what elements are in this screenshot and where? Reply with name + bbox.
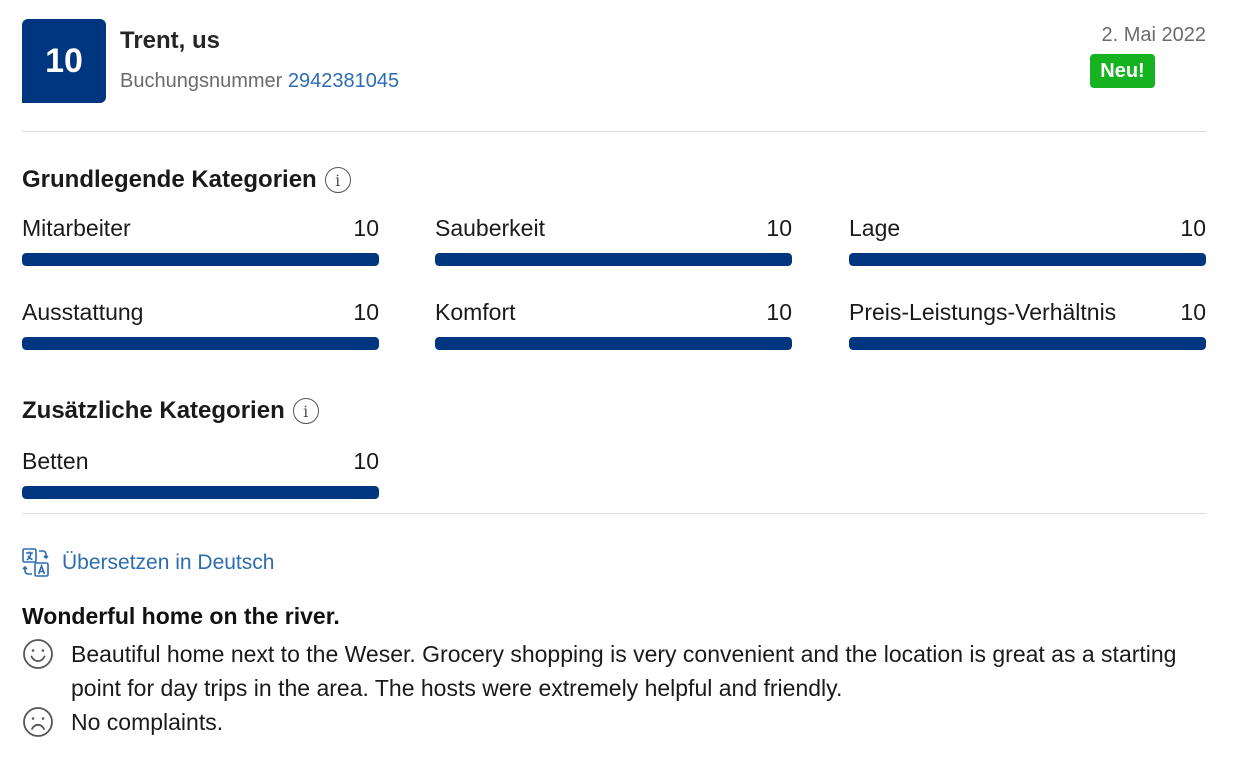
negative-text: No complaints. bbox=[71, 709, 224, 735]
category-sauberkeit: Sauberkeit 10 bbox=[435, 214, 792, 270]
category-label: Preis-Leistungs-Verhältnis bbox=[849, 299, 1117, 325]
translate-icon bbox=[22, 548, 49, 577]
booking-number[interactable]: 2942381045 bbox=[287, 70, 400, 92]
score-bar-fill bbox=[22, 337, 379, 350]
category-score: 10 bbox=[353, 215, 379, 241]
category-label: Ausstattung bbox=[22, 299, 144, 325]
score-bar bbox=[435, 337, 792, 350]
category-mitarbeiter: Mitarbeiter 10 bbox=[22, 214, 379, 270]
score-bar-fill bbox=[849, 253, 1206, 266]
score-badge: 10 bbox=[22, 19, 106, 103]
category-score: 10 bbox=[1180, 299, 1206, 325]
negative-comment: No complaints. bbox=[22, 705, 1221, 739]
category-label: Lage bbox=[849, 215, 901, 241]
extra-categories-title: Zusätzliche Kategorien bbox=[22, 397, 285, 424]
translate-link[interactable]: Übersetzen in Deutsch bbox=[22, 548, 274, 577]
category-score: 10 bbox=[353, 448, 379, 474]
info-icon[interactable]: i bbox=[292, 398, 319, 424]
score-bar bbox=[22, 337, 379, 350]
category-score: 10 bbox=[1180, 215, 1206, 241]
category-preis-leistung: Preis-Leistungs-Verhältnis 10 bbox=[849, 298, 1206, 354]
smiley-icon bbox=[23, 639, 53, 669]
basic-categories-heading: Grundlegende Kategorien i bbox=[22, 166, 351, 194]
score-bar-fill bbox=[22, 253, 379, 266]
score-bar bbox=[849, 253, 1206, 266]
score-bar bbox=[849, 337, 1206, 350]
category-label: Mitarbeiter bbox=[22, 215, 131, 241]
category-komfort: Komfort 10 bbox=[435, 298, 792, 354]
new-badge: Neu! bbox=[1090, 54, 1155, 88]
score-bar-fill bbox=[435, 337, 792, 350]
review-title: Wonderful home on the river. bbox=[22, 603, 340, 629]
positive-comment: Beautiful home next to the Weser. Grocer… bbox=[22, 637, 1221, 705]
translate-label: Übersetzen in Deutsch bbox=[62, 550, 275, 574]
category-lage: Lage 10 bbox=[849, 214, 1206, 270]
guest-name: Trent, us bbox=[120, 27, 221, 54]
positive-text: Beautiful home next to the Weser. Grocer… bbox=[71, 641, 1177, 701]
info-icon[interactable]: i bbox=[324, 167, 351, 193]
score-bar bbox=[435, 253, 792, 266]
score-bar bbox=[22, 486, 379, 499]
booking-info: Buchungsnummer 2942381045 bbox=[120, 70, 399, 93]
score-bar-fill bbox=[849, 337, 1206, 350]
category-label: Komfort bbox=[435, 299, 516, 325]
category-label: Betten bbox=[22, 448, 89, 474]
score-bar-fill bbox=[22, 486, 379, 499]
category-label: Sauberkeit bbox=[435, 215, 545, 241]
category-score: 10 bbox=[766, 215, 792, 241]
category-ausstattung: Ausstattung 10 bbox=[22, 298, 379, 354]
divider bbox=[22, 513, 1206, 514]
score-bar-fill bbox=[435, 253, 792, 266]
category-score: 10 bbox=[766, 299, 792, 325]
basic-categories-title: Grundlegende Kategorien bbox=[22, 166, 317, 193]
frown-icon bbox=[23, 707, 53, 737]
booking-label: Buchungsnummer bbox=[120, 70, 283, 92]
extra-categories-heading: Zusätzliche Kategorien i bbox=[22, 397, 319, 425]
category-score: 10 bbox=[353, 299, 379, 325]
score-bar bbox=[22, 253, 379, 266]
divider bbox=[22, 131, 1206, 132]
category-betten: Betten 10 bbox=[22, 447, 379, 503]
review-date: 2. Mai 2022 bbox=[1101, 24, 1206, 46]
